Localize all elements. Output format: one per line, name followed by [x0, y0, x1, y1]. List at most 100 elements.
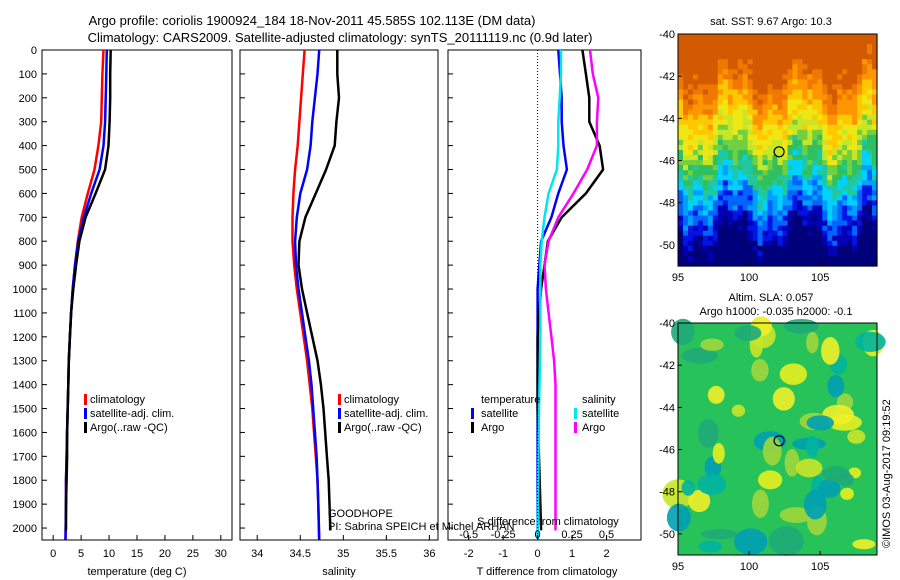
- map-lat-label: -40: [659, 318, 675, 330]
- legend-swatch-s-argo: [574, 422, 577, 433]
- legend-swatch-argo: [84, 422, 87, 433]
- salinity-legend: climatology satellite-adj. clim. Argo(..…: [338, 394, 428, 434]
- map-lat-label: -48: [659, 487, 675, 499]
- legend-label-s-satellite: satellite: [582, 408, 619, 420]
- map-lat-label: -48: [659, 198, 675, 210]
- depth-tick-label: 1800: [13, 475, 37, 487]
- depth-tick-label: 1200: [13, 332, 37, 344]
- map-lon-label: 100: [740, 272, 758, 284]
- depth-tick-label: 100: [19, 69, 37, 81]
- x-tick-label: 35.5: [376, 548, 397, 560]
- legend-label-argo: Argo(..raw -QC): [344, 422, 422, 434]
- legend-label-climatology: climatology: [90, 394, 146, 406]
- sst-map-title: sat. SST: 9.67 Argo: 10.3: [710, 16, 832, 28]
- depth-tick-label: 1600: [13, 427, 37, 439]
- profile-line-argo-raw-qc-: [64, 50, 112, 531]
- legend-label-argo: Argo(..raw -QC): [90, 422, 168, 434]
- legend-swatch-climatology: [338, 394, 341, 405]
- x-tick-label: 34: [251, 548, 263, 560]
- legend-label-satellite: satellite-adj. clim.: [90, 408, 174, 420]
- salinity-panel-frame: [239, 49, 439, 541]
- argo-location-marker: [773, 435, 785, 447]
- legend-label-s-argo: Argo: [582, 422, 605, 434]
- x-tick-label: 20: [159, 548, 171, 560]
- sla-map: [662, 316, 886, 556]
- legend-swatch-t-satellite: [471, 408, 474, 419]
- x-tick-label: 0: [50, 548, 56, 560]
- salinity-axis-label: salinity: [322, 566, 356, 578]
- temperature-panel-frame: [41, 49, 233, 541]
- temperature-legend: climatology satellite-adj. clim. Argo(..…: [84, 394, 174, 434]
- salinity-x-axis: 34 34.5 35 35.5 36: [251, 535, 436, 560]
- depth-tick-label: 2000: [13, 523, 37, 535]
- x-tick-label: -0.25: [491, 529, 516, 541]
- sst-map-axes: -40 -42 -44 -46 -48 -50 95 100 105: [659, 29, 829, 284]
- pi-annotation: PI: Sabrina SPEICH et Michel ARHAN: [328, 521, 515, 533]
- profile-line-climatology: [291, 50, 321, 540]
- map-lat-label: -40: [659, 29, 675, 41]
- x-tick-label: -2: [464, 548, 474, 560]
- x-tick-label: 35: [337, 548, 349, 560]
- depth-tick-label: 600: [19, 188, 37, 200]
- map-lat-label: -44: [659, 113, 675, 125]
- figure-title-line1: Argo profile: coriolis 1900924_184 18-No…: [89, 13, 536, 28]
- depth-axis: 0 100 200 300 400 500 600 700 800 900 1000 1100 1200…: [13, 45, 453, 535]
- depth-tick-label: 500: [19, 165, 37, 177]
- temperature-x-axis: 0 5 10 15 20 25 30: [50, 535, 227, 560]
- legend-swatch-satellite: [84, 408, 87, 419]
- profile-line-satellite: [536, 50, 569, 540]
- difference-legend: temperature satellite Argo salinity sate…: [471, 394, 619, 434]
- depth-tick-label: 400: [19, 141, 37, 153]
- x-tick-label: 15: [131, 548, 143, 560]
- x-tick-label: 1: [569, 548, 575, 560]
- temperature-axis-label: temperature (deg C): [87, 566, 186, 578]
- x-tick-label: 0.5: [599, 529, 614, 541]
- map-lat-label: -42: [659, 71, 675, 83]
- x-tick-label: 30: [215, 548, 227, 560]
- x-tick-label: 2: [603, 548, 609, 560]
- profile-line-satellite-adj-clim-: [293, 50, 321, 540]
- depth-tick-label: 1100: [13, 308, 37, 320]
- map-lon-label: 105: [811, 272, 829, 284]
- depth-tick-label: 200: [19, 93, 37, 105]
- depth-tick-label: 1300: [13, 356, 37, 368]
- legend-label-t-satellite: satellite: [481, 408, 518, 420]
- depth-tick-label: 0: [31, 45, 37, 57]
- x-tick-label: -0.5: [459, 529, 478, 541]
- depth-tick-label: 300: [19, 117, 37, 129]
- legend-heading-temperature: temperature: [481, 394, 540, 406]
- profile-line-argo-raw-qc-: [297, 50, 341, 531]
- profile-line-argo: [536, 50, 605, 531]
- legend-swatch-satellite: [338, 408, 341, 419]
- legend-label-t-argo: Argo: [481, 422, 504, 434]
- depth-tick-label: 1500: [13, 404, 37, 416]
- sla-map-title: Altim. SLA: 0.057: [729, 292, 814, 304]
- map-lat-label: -50: [659, 529, 675, 541]
- profile-line-argo: [543, 50, 600, 531]
- depth-tick-label: 1700: [13, 451, 37, 463]
- map-lon-label: 100: [740, 561, 758, 573]
- depth-tick-label: 1400: [13, 380, 37, 392]
- salinity-profiles: [291, 50, 341, 540]
- difference-profiles: [536, 50, 605, 540]
- figure-title-line2: Climatology: CARS2009. Satellite-adjuste…: [88, 30, 593, 45]
- sla-map-subtitle: Argo h1000: -0.035 h2000: -0.1: [700, 306, 853, 318]
- profile-line-satellite: [536, 50, 563, 540]
- legend-swatch-argo: [338, 422, 341, 433]
- legend-label-satellite: satellite-adj. clim.: [344, 408, 428, 420]
- map-lat-label: -50: [659, 240, 675, 252]
- legend-label-climatology: climatology: [344, 394, 400, 406]
- sst-map-frame: [677, 33, 878, 267]
- x-tick-label: 10: [103, 548, 115, 560]
- x-tick-label: 36: [423, 548, 435, 560]
- s-difference-x-axis: -0.5 -0.25 0 0.25 0.5: [459, 529, 614, 541]
- map-lon-label: 105: [811, 561, 829, 573]
- sla-map-axes: -40 -42 -44 -46 -48 -50 95 100 105: [659, 318, 829, 573]
- legend-swatch-climatology: [84, 394, 87, 405]
- x-tick-label: 5: [78, 548, 84, 560]
- t-difference-axis-label: T difference from climatology: [477, 566, 618, 578]
- x-tick-label: 25: [187, 548, 199, 560]
- depth-tick-label: 800: [19, 236, 37, 248]
